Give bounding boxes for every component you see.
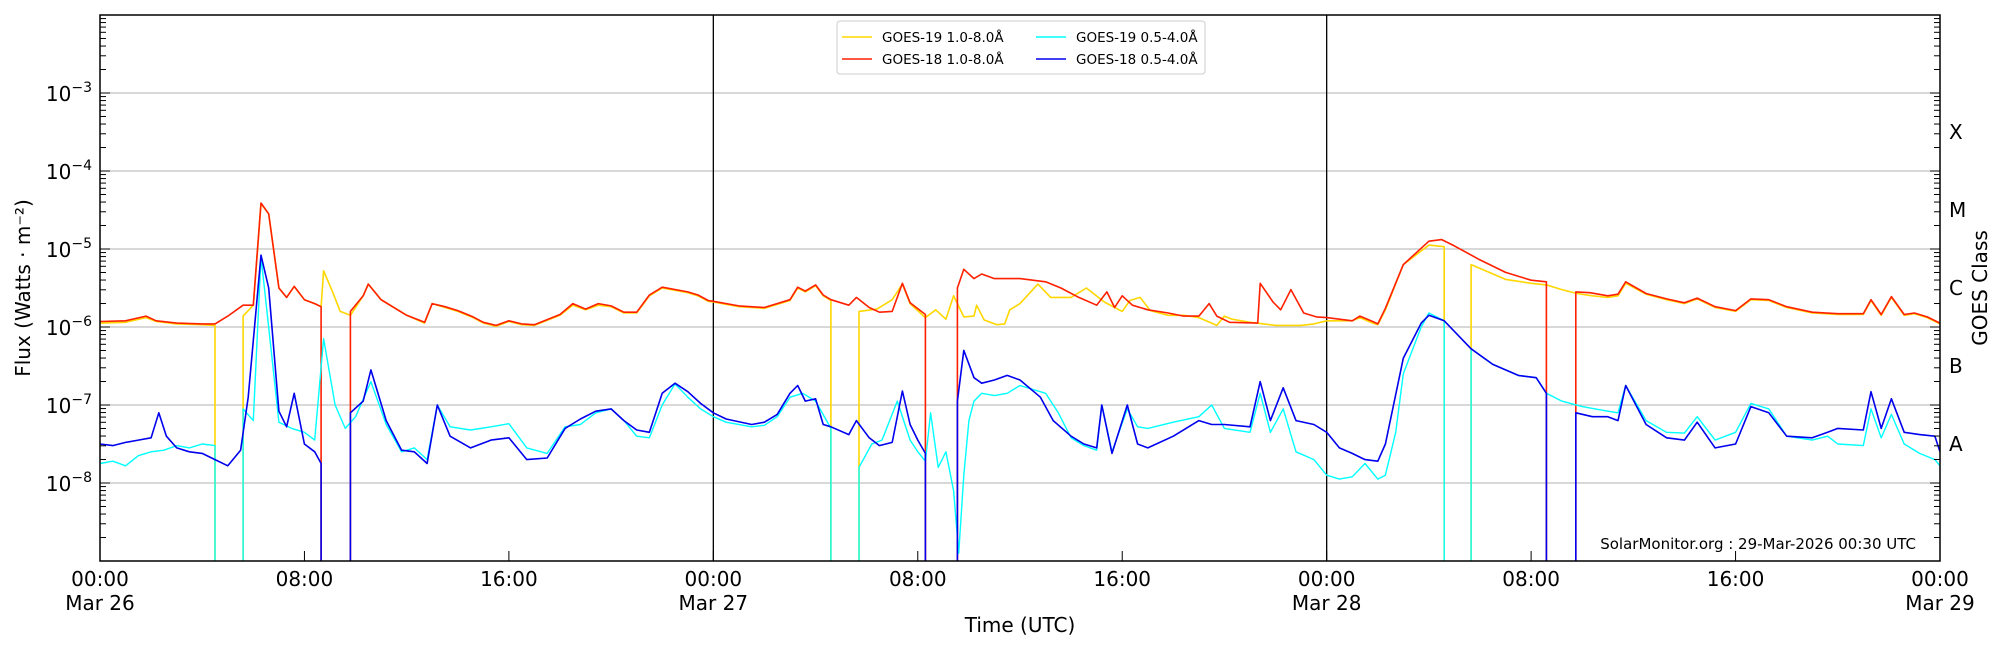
legend: GOES-19 1.0-8.0Å GOES-18 1.0-8.0Å GOES-1… (836, 20, 1206, 75)
x-tick-date-label: Mar 27 (679, 591, 749, 615)
goes-class-label: X (1949, 120, 1963, 144)
day-divider-lines (712, 15, 1328, 561)
legend-label-goes19-long: GOES-19 1.0-8.0Å (882, 29, 1004, 46)
series-line (100, 202, 1940, 561)
y-axis-title-text: Flux (Watts · m⁻²) (11, 199, 35, 377)
axis-ticks (99, 18, 1941, 562)
goes-class-label: A (1949, 432, 1963, 456)
plot-frame (99, 14, 1941, 562)
x-tick-time-label: 08:00 (1502, 567, 1560, 591)
x-tick-date-label: Mar 28 (1292, 591, 1362, 615)
right-axis-title: GOES Class (1968, 230, 1992, 346)
legend-box (836, 20, 1206, 75)
x-axis-title: Time (UTC) (964, 613, 1076, 637)
x-tick-time-label: 08:00 (276, 567, 334, 591)
legend-label-goes19-short: GOES-19 0.5-4.0Å (1076, 29, 1198, 46)
y-tick-label: 10−4 (46, 158, 92, 184)
series-line (100, 254, 1940, 561)
goes-class-labels: X M C B A (1949, 120, 1966, 456)
legend-label-goes18-short: GOES-18 0.5-4.0Å (1076, 51, 1198, 68)
data-series (100, 202, 1940, 561)
y-axis-title: Flux (Watts · m⁻²) (11, 199, 35, 377)
y-tick-label: 10−5 (46, 236, 92, 262)
y-tick-label: 10−6 (46, 314, 92, 340)
x-tick-date-label: Mar 29 (1905, 591, 1975, 615)
x-tick-time-label: 16:00 (1707, 567, 1765, 591)
x-tick-time-label: 16:00 (480, 567, 538, 591)
x-tick-time-label: 00:00 (685, 567, 743, 591)
x-tick-time-label: 08:00 (889, 567, 947, 591)
y-tick-labels: 10−3 10−4 10−5 10−6 10−7 10−8 (46, 80, 92, 496)
x-tick-time-label: 16:00 (1093, 567, 1151, 591)
y-tick-label: 10−7 (46, 392, 92, 418)
x-tick-time-label: 00:00 (71, 567, 129, 591)
y-tick-label: 10−3 (46, 80, 92, 106)
goes-class-label: B (1949, 354, 1963, 378)
goes-class-label: C (1949, 276, 1963, 300)
legend-label-goes18-long: GOES-18 1.0-8.0Å (882, 51, 1004, 68)
y-tick-label: 10−8 (46, 470, 92, 496)
x-tick-time-label: 00:00 (1911, 567, 1969, 591)
series-line (100, 256, 1940, 561)
x-tick-date-label: Mar 26 (65, 591, 135, 615)
goes-class-label: M (1949, 198, 1966, 222)
x-tick-time-label: 00:00 (1298, 567, 1356, 591)
gridlines (100, 92, 1940, 484)
credit-text: SolarMonitor.org : 29-Mar-2026 00:30 UTC (1600, 535, 1916, 553)
